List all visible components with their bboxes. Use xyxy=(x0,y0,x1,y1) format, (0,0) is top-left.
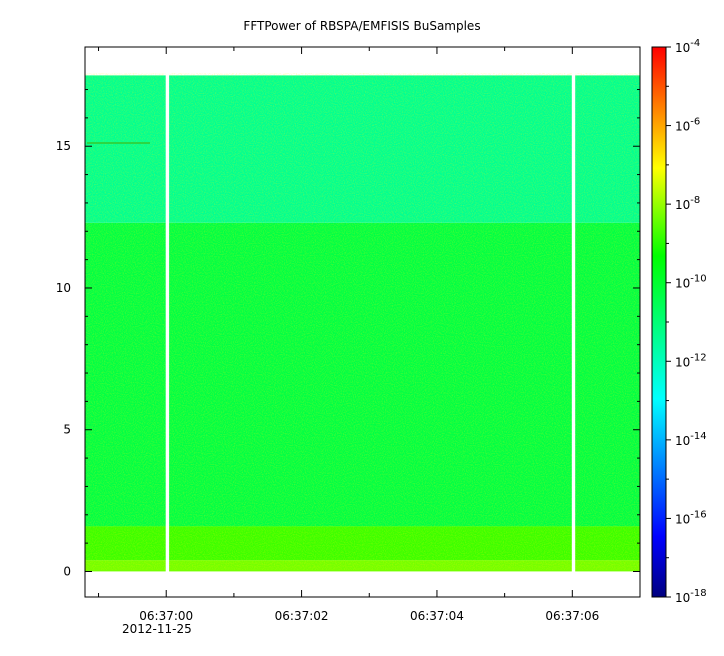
colorbar-gradient xyxy=(652,47,666,597)
data-gap xyxy=(571,48,576,596)
y-tick-label: 10 xyxy=(56,281,71,295)
y-axis: 0 5 10 15 xyxy=(56,89,640,578)
data-gaps xyxy=(165,48,576,596)
plot-area xyxy=(84,46,641,598)
colorbar-tick-label: 10-16 xyxy=(675,509,707,526)
x-tick-label: 06:37:00 xyxy=(139,609,193,623)
colorbar-tick-label: 10-18 xyxy=(675,588,707,605)
chart-title: FFTPower of RBSPA/EMFISIS BuSamples xyxy=(243,19,480,33)
x-tick-label: 06:37:02 xyxy=(275,609,329,623)
speckle-texture xyxy=(85,73,640,570)
x-axis: 06:37:00 06:37:02 06:37:04 06:37:06 xyxy=(98,47,641,623)
plot-border xyxy=(84,46,641,598)
colorbar-tick-label: 10-8 xyxy=(675,195,700,212)
data-gap xyxy=(165,48,170,596)
x-tick-label: 06:37:04 xyxy=(410,609,464,623)
colorbar: 10-4 10-6 10-8 10-10 10-12 10-14 10-16 10-18 xyxy=(651,38,707,605)
y-tick-label: 0 xyxy=(63,564,71,578)
y-tick-label: 5 xyxy=(63,423,71,437)
x-date-label: 2012-11-25 xyxy=(122,622,192,636)
colorbar-tick-label: 10-4 xyxy=(675,38,700,55)
colorbar-ticks: 10-4 10-6 10-8 10-10 10-12 10-14 10-16 10-18 xyxy=(666,38,707,605)
colorbar-tick-label: 10-14 xyxy=(675,431,707,448)
colorbar-tick-label: 10-12 xyxy=(675,352,707,369)
colorbar-tick-label: 10-10 xyxy=(675,274,707,291)
x-tick-label: 06:37:06 xyxy=(545,609,599,623)
colorbar-tick-label: 10-6 xyxy=(675,117,700,134)
y-tick-label: 15 xyxy=(56,139,71,153)
